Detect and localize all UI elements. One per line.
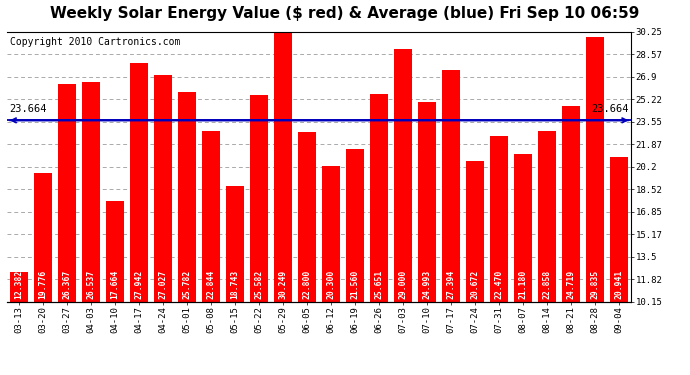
Bar (154, 75, 172, 375)
Bar (130, 63, 148, 375)
Bar (10, 272, 28, 375)
Bar (154, 75, 172, 375)
Bar (346, 148, 364, 375)
Bar (611, 157, 629, 375)
Bar (298, 132, 316, 375)
Bar (586, 38, 604, 375)
Bar (491, 136, 509, 375)
Text: 20.300: 20.300 (326, 270, 335, 299)
Text: 20.941: 20.941 (615, 270, 624, 299)
Text: 18.743: 18.743 (230, 270, 239, 299)
Text: 23.664: 23.664 (9, 104, 47, 114)
Text: 25.582: 25.582 (255, 270, 264, 299)
Text: 17.664: 17.664 (110, 270, 119, 299)
Bar (514, 154, 532, 375)
Text: 27.394: 27.394 (446, 270, 455, 299)
Bar (491, 136, 509, 375)
Bar (611, 157, 629, 375)
Text: Weekly Solar Energy Value ($ red) & Average (blue) Fri Sep 10 06:59: Weekly Solar Energy Value ($ red) & Aver… (50, 6, 640, 21)
Text: 21.560: 21.560 (351, 270, 359, 299)
Bar (370, 94, 388, 375)
Bar (346, 148, 364, 375)
Bar (202, 131, 220, 375)
Bar (178, 92, 196, 375)
Bar (82, 82, 100, 375)
Bar (466, 160, 484, 375)
Text: 24.993: 24.993 (423, 270, 432, 299)
Bar (10, 272, 28, 375)
Bar (370, 94, 388, 375)
Bar (394, 49, 412, 375)
Bar (106, 201, 124, 375)
Bar (586, 38, 604, 375)
Bar (226, 186, 244, 375)
Text: 22.844: 22.844 (206, 270, 215, 299)
Text: 22.800: 22.800 (303, 270, 312, 299)
Text: 20.672: 20.672 (471, 270, 480, 299)
Bar (562, 106, 580, 375)
Bar (322, 165, 340, 375)
Bar (106, 201, 124, 375)
Bar (250, 94, 268, 375)
Text: 26.537: 26.537 (86, 270, 95, 299)
Text: 29.000: 29.000 (399, 270, 408, 299)
Text: 23.664: 23.664 (591, 104, 629, 114)
Text: 26.367: 26.367 (62, 270, 72, 299)
Text: 21.180: 21.180 (519, 270, 528, 299)
Bar (274, 32, 292, 375)
Text: 24.719: 24.719 (566, 270, 576, 299)
Text: 22.858: 22.858 (543, 270, 552, 299)
Bar (442, 70, 460, 375)
Text: Copyright 2010 Cartronics.com: Copyright 2010 Cartronics.com (10, 37, 180, 47)
Bar (322, 165, 340, 375)
Bar (178, 92, 196, 375)
Bar (538, 131, 556, 375)
Bar (562, 106, 580, 375)
Bar (514, 154, 532, 375)
Bar (202, 131, 220, 375)
Bar (82, 82, 100, 375)
Bar (226, 186, 244, 375)
Bar (34, 172, 52, 375)
Bar (298, 132, 316, 375)
Text: 29.835: 29.835 (591, 270, 600, 299)
Bar (538, 131, 556, 375)
Bar (130, 63, 148, 375)
Bar (466, 160, 484, 375)
Bar (394, 49, 412, 375)
Bar (34, 172, 52, 375)
Bar (250, 94, 268, 375)
Text: 27.027: 27.027 (159, 270, 168, 299)
Text: 19.776: 19.776 (39, 270, 48, 299)
Bar (442, 70, 460, 375)
Text: 22.470: 22.470 (495, 270, 504, 299)
Bar (274, 32, 292, 375)
Text: 27.942: 27.942 (135, 270, 144, 299)
Bar (58, 84, 76, 375)
Text: 12.382: 12.382 (14, 270, 23, 299)
Bar (418, 102, 436, 375)
Bar (418, 102, 436, 375)
Text: 25.651: 25.651 (375, 270, 384, 299)
Text: 30.249: 30.249 (279, 270, 288, 299)
Bar (58, 84, 76, 375)
Text: 25.782: 25.782 (183, 270, 192, 299)
